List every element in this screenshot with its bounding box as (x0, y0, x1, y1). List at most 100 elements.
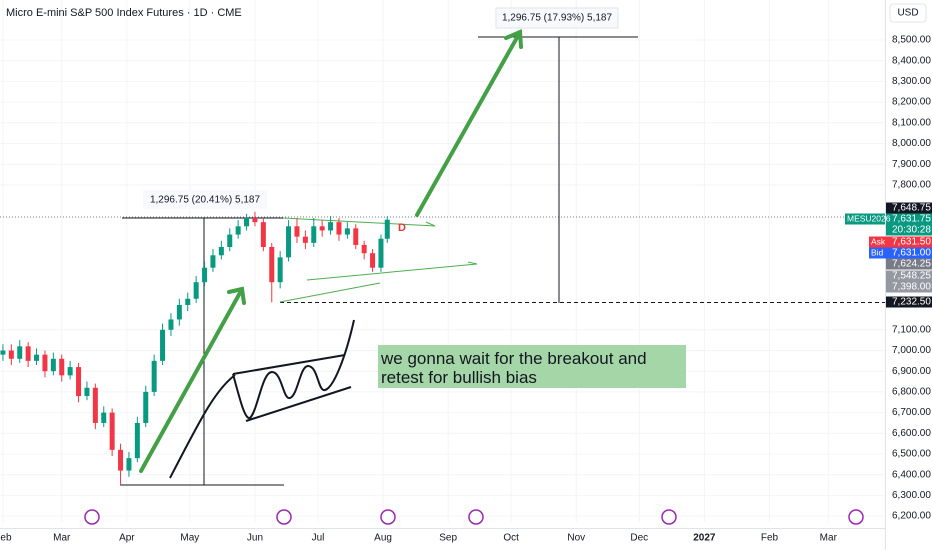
measure-label: 1,296.75 (20.41%) 5,187 (150, 195, 261, 206)
candle-body (361, 244, 367, 254)
x-tick-label: May (180, 533, 199, 544)
price-badge (886, 236, 932, 248)
measure-box (143, 190, 267, 209)
currency-button[interactable] (889, 3, 927, 23)
candle-body (151, 360, 157, 392)
y-tick-label: 8,000.00 (892, 138, 931, 149)
event-icons[interactable] (84, 509, 864, 525)
candle-body (277, 257, 283, 283)
candle-body (202, 267, 208, 283)
y-tick-label: 6,800.00 (892, 387, 931, 398)
candle-body (269, 246, 275, 283)
y-tick-label: 8,500.00 (892, 35, 931, 46)
candle-body (126, 458, 132, 471)
price-badge-label: 7,631.75 (892, 214, 931, 225)
y-tick-label: 7,800.00 (892, 180, 931, 191)
price-badge (886, 247, 932, 259)
price-badge-label: 7,631.00 (892, 248, 931, 259)
y-tick-label: 8,200.00 (892, 97, 931, 108)
price-badge-label: 20:30:28 (892, 225, 931, 236)
candle-body (344, 228, 350, 235)
chart-title: Micro E-mini S&P 500 Index Futures · 1D … (6, 7, 242, 19)
candle-body (134, 422, 140, 459)
price-badge-label: 7,624.25 (892, 259, 931, 270)
candle-body (193, 282, 199, 299)
candle-body (286, 226, 292, 258)
symbol-label: MESU2026 (847, 213, 891, 223)
x-tick-label: Mar (53, 533, 71, 544)
price-badge-label: 7,398.00 (892, 282, 931, 293)
x-tick-label: Aug (374, 533, 392, 544)
candle-body (210, 255, 216, 268)
triangle-lower-2 (279, 282, 381, 303)
price-badge-label: 7,548.25 (892, 271, 931, 282)
x-tick-label: Dec (630, 533, 648, 544)
candle-body (67, 367, 73, 376)
ask-label: Ask (871, 236, 886, 246)
y-tick-label: 8,100.00 (892, 117, 931, 128)
y-tick-label: 6,300.00 (892, 490, 931, 501)
sketch (169, 319, 355, 479)
candle-body (218, 246, 224, 256)
candle-body (302, 236, 308, 243)
candle-body (353, 228, 359, 245)
annotation-text: we gonna wait for the breakout and (380, 349, 647, 368)
candle-body (370, 253, 376, 268)
triangle-upper (282, 217, 436, 227)
price-badge-label: 7,648.75 (892, 203, 931, 214)
candle-body (92, 387, 98, 423)
y-tick-label: 6,500.00 (892, 449, 931, 460)
x-tick-label: Sep (439, 533, 457, 544)
measure-box (495, 7, 619, 29)
candle-body (143, 391, 149, 423)
candle-body (118, 449, 124, 471)
price-badge-label: 7,232.50 (892, 297, 931, 308)
candle-body (176, 304, 182, 320)
price-badge (886, 224, 932, 236)
x-tick-label: 2027 (693, 533, 716, 544)
candle-body (25, 346, 31, 361)
bid-label: Bid (871, 247, 884, 257)
y-tick-label: 6,900.00 (892, 366, 931, 377)
price-badge (886, 281, 932, 293)
candle-body (50, 358, 56, 372)
bid-badge (869, 247, 886, 259)
candle-body (227, 234, 233, 247)
candle-body (59, 358, 65, 376)
x-tick-label: Nov (567, 533, 585, 544)
x-tick-label: Jul (312, 533, 325, 544)
candle-body (0, 350, 6, 355)
candle-body (101, 412, 107, 423)
y-tick-label: 6,400.00 (892, 469, 931, 480)
candle-body (311, 226, 317, 243)
arrow-up-left (139, 286, 246, 473)
candle-body (168, 319, 174, 330)
price-badge (886, 202, 932, 214)
candle-body (378, 238, 384, 268)
candle-body (319, 226, 325, 231)
candle-body (17, 346, 23, 359)
candle-body (8, 350, 14, 359)
candle-body (185, 298, 191, 305)
x-tick-label: Feb (761, 533, 779, 544)
arrow-up-right (415, 29, 523, 217)
price-badge (886, 270, 932, 282)
price-badge-label: 7,631.50 (892, 237, 931, 248)
candle-body (34, 354, 40, 361)
axis-labels: 8,500.00 8,400.00 8,300.00 8,200.00 8,100.00… (0, 35, 932, 544)
candle-body (235, 226, 241, 235)
candle-body (260, 222, 266, 247)
symbol-badge (845, 213, 885, 225)
annotation-box (378, 345, 686, 388)
x-tick-label: Feb (0, 533, 12, 544)
measure-label: 1,296.75 (17.93%) 5,187 (502, 13, 613, 24)
marker-d: D (398, 222, 406, 234)
candle-body (42, 354, 48, 372)
candle-body (328, 222, 334, 231)
candles (0, 211, 390, 486)
currency[interactable]: USD (897, 8, 918, 19)
x-tick-label: Apr (119, 533, 135, 544)
price-badge (886, 258, 932, 270)
candle-body (336, 222, 342, 235)
